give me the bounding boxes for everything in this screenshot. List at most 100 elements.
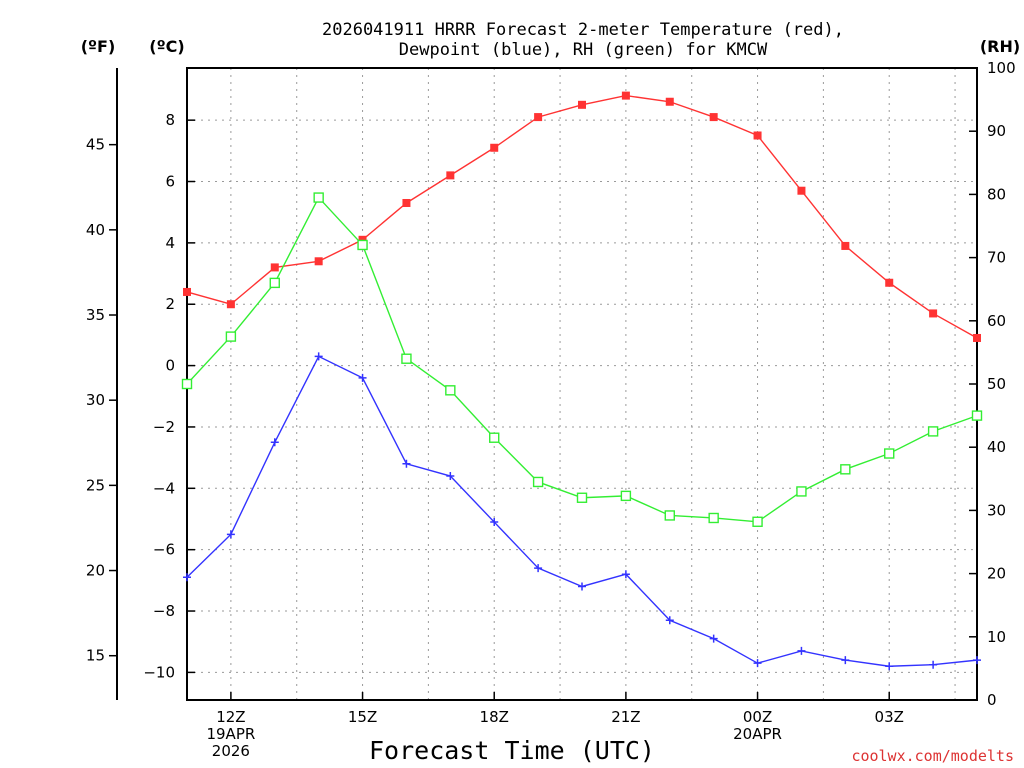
rh-point — [313, 192, 324, 203]
chart-title-line-2: Dewpoint (blue), RH (green) for KMCW — [399, 40, 768, 60]
rh-tick-label: 30 — [987, 501, 1006, 519]
rh-line — [186, 196, 978, 523]
chart-title-line-1: 2026041911 HRRR Forecast 2-meter Tempera… — [322, 20, 844, 40]
dewpoint-line — [186, 355, 978, 667]
rh-tick-label: 90 — [987, 122, 1006, 140]
credit-text: coolwx.com/modelts — [851, 747, 1014, 765]
rh-point — [445, 385, 456, 396]
dewpoint-point — [709, 634, 718, 643]
x-tick-label: 21Z — [611, 708, 640, 726]
x-tick-label: 15Z — [348, 708, 377, 726]
fahrenheit-unit-label: (ºF) — [81, 37, 116, 56]
celsius-tick-label: 6 — [165, 173, 175, 191]
temperature-point — [578, 100, 586, 109]
rh-tick-label: 40 — [987, 438, 1006, 456]
dewpoint-point — [402, 459, 411, 468]
temperature-point — [270, 263, 279, 272]
x-tick-label: 00Z — [743, 708, 772, 726]
tick-labels: 86420−2−4−6−8−10454035302520151009080706… — [86, 59, 1016, 760]
temperature-line — [186, 94, 978, 339]
dewpoint-point — [446, 472, 455, 481]
rh-point — [532, 476, 544, 488]
dewpoint-point — [797, 646, 806, 655]
dewpoint-point — [358, 373, 367, 382]
temperature-point — [665, 97, 674, 106]
temperature-point — [885, 278, 894, 287]
rh-tick-label: 50 — [987, 375, 1006, 393]
dewpoint-point — [534, 564, 543, 573]
temperature-point — [534, 113, 543, 122]
temperature-point — [621, 91, 630, 100]
gridlines — [187, 68, 977, 700]
rh-tick-label: 10 — [987, 628, 1006, 646]
dewpoint-point — [270, 438, 279, 447]
x-tick-label: 12Z — [216, 708, 245, 726]
rh-point — [357, 239, 368, 251]
rh-point — [752, 516, 763, 527]
dewpoint-point — [841, 656, 850, 665]
rh-point — [181, 378, 193, 390]
x-tick-label: 2026 — [212, 742, 250, 760]
celsius-tick-label: −4 — [153, 479, 175, 497]
temperature-point — [446, 171, 455, 180]
temperature-point — [797, 186, 806, 195]
temperature-point — [841, 241, 850, 250]
celsius-tick-label: −10 — [143, 663, 175, 681]
x-tick-label: 18Z — [480, 708, 509, 726]
dewpoint-point — [885, 662, 894, 671]
celsius-tick-label: 2 — [165, 295, 175, 313]
dewpoint-point — [578, 582, 586, 591]
fahrenheit-tick-label: 40 — [86, 221, 105, 239]
rh-tick-label: 60 — [987, 312, 1006, 330]
dewpoint-series — [183, 352, 981, 671]
dewpoint-point — [753, 659, 762, 668]
x-axis-label: Forecast Time (UTC) — [369, 736, 655, 765]
temperature-point — [753, 131, 762, 140]
rh-point — [840, 464, 851, 475]
fahrenheit-tick-label: 25 — [86, 476, 105, 494]
dewpoint-point — [929, 660, 938, 669]
rh-tick-label: 100 — [987, 59, 1016, 77]
rh-point — [576, 492, 588, 503]
rh-unit-label: (RH) — [980, 37, 1020, 56]
celsius-tick-label: −8 — [153, 602, 175, 620]
rh-tick-label: 0 — [987, 691, 997, 709]
temperature-point — [973, 333, 981, 342]
dewpoint-point — [490, 518, 499, 527]
temperature-point — [709, 113, 718, 122]
celsius-tick-label: 4 — [165, 234, 175, 252]
dewpoint-point — [314, 352, 323, 361]
rh-tick-label: 20 — [987, 565, 1006, 583]
temperature-point — [226, 300, 235, 309]
dewpoint-point — [226, 530, 235, 539]
fahrenheit-tick-label: 45 — [86, 136, 105, 154]
plot-frame — [186, 67, 978, 701]
temperature-series — [183, 91, 981, 342]
rh-series — [181, 192, 983, 527]
fahrenheit-tick-label: 30 — [86, 391, 105, 409]
celsius-tick-label: 0 — [165, 357, 175, 375]
x-tick-label: 03Z — [875, 708, 904, 726]
dewpoint-point — [973, 656, 981, 665]
dewpoint-point — [183, 573, 191, 582]
celsius-tick-label: −2 — [153, 418, 175, 436]
rh-point — [971, 410, 983, 421]
dewpoint-point — [621, 570, 630, 579]
temperature-point — [402, 198, 411, 207]
rh-tick-label: 70 — [987, 249, 1006, 267]
fahrenheit-tick-label: 15 — [86, 647, 105, 665]
series-layer — [181, 91, 983, 671]
axes — [109, 67, 978, 701]
temperature-point — [929, 309, 938, 318]
temperature-point — [314, 257, 323, 266]
rh-tick-label: 80 — [987, 185, 1006, 203]
temperature-point — [183, 287, 191, 296]
dewpoint-point — [665, 616, 674, 625]
rh-point — [489, 432, 500, 443]
celsius-tick-label: 8 — [165, 111, 175, 129]
rh-point — [708, 512, 719, 524]
rh-point — [927, 426, 939, 437]
temperature-point — [490, 143, 499, 152]
fahrenheit-tick-label: 20 — [86, 562, 105, 580]
